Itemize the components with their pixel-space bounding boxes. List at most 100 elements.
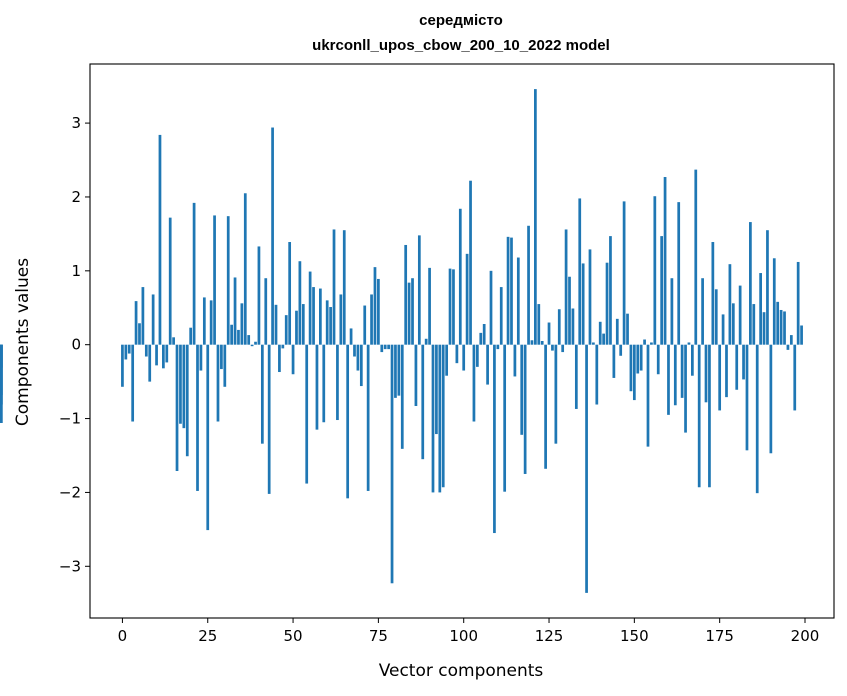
bar-116 bbox=[516, 257, 520, 345]
bar-78 bbox=[387, 344, 390, 350]
bar-15 bbox=[172, 337, 175, 345]
bar-33 bbox=[233, 277, 237, 345]
bar-123 bbox=[540, 341, 544, 345]
bar-173 bbox=[711, 242, 715, 345]
bar-196 bbox=[789, 335, 793, 345]
bar-36 bbox=[243, 193, 247, 345]
bar-131 bbox=[568, 276, 571, 345]
bar-120 bbox=[530, 340, 534, 345]
y-axis-ticks: −3 −2 −1 0 1 2 3 bbox=[59, 114, 90, 575]
x-tick-label-25: 25 bbox=[198, 627, 217, 645]
bar-155 bbox=[650, 342, 653, 345]
bar-180 bbox=[735, 344, 739, 390]
bar-165 bbox=[684, 344, 687, 433]
bar-148 bbox=[626, 313, 629, 345]
bar-133 bbox=[574, 344, 578, 409]
bar-108 bbox=[489, 270, 493, 345]
bar-24 bbox=[202, 297, 206, 345]
bar-176 bbox=[721, 314, 725, 345]
bar-19 bbox=[185, 344, 189, 457]
bar-28 bbox=[216, 344, 220, 422]
bar-106 bbox=[482, 324, 486, 345]
bar-49 bbox=[288, 242, 292, 345]
bar-151 bbox=[636, 344, 640, 374]
bar-181 bbox=[738, 285, 742, 345]
bar-188 bbox=[762, 312, 766, 345]
bar-152 bbox=[639, 344, 643, 371]
bar-5 bbox=[138, 323, 141, 345]
bar-183 bbox=[745, 344, 749, 451]
bar-14 bbox=[168, 217, 172, 345]
bar-45 bbox=[274, 304, 278, 345]
bar-89 bbox=[424, 338, 428, 345]
bar-43 bbox=[267, 344, 271, 494]
bar-184 bbox=[749, 222, 752, 345]
bar-157 bbox=[656, 344, 660, 375]
y-tick-label--2: −2 bbox=[59, 483, 81, 501]
x-tick-label-0: 0 bbox=[118, 627, 128, 645]
bar-175 bbox=[718, 344, 722, 411]
bar-38 bbox=[250, 344, 254, 347]
x-tick-label-150: 150 bbox=[620, 627, 649, 645]
bar-30 bbox=[223, 344, 227, 387]
bar-39 bbox=[254, 341, 257, 345]
bar-186 bbox=[755, 344, 759, 494]
bar-92 bbox=[435, 344, 438, 435]
bar-81 bbox=[397, 344, 401, 396]
bar-23 bbox=[199, 344, 203, 371]
bar-138 bbox=[592, 342, 595, 345]
bar-55 bbox=[308, 271, 312, 345]
bar-16 bbox=[175, 344, 179, 471]
bar-57 bbox=[315, 344, 319, 430]
bar-85 bbox=[411, 278, 414, 345]
bar-22 bbox=[196, 344, 199, 491]
bar-63 bbox=[336, 344, 339, 421]
bar-147 bbox=[622, 201, 626, 345]
bar-54 bbox=[305, 344, 309, 484]
bar-47 bbox=[281, 344, 285, 349]
bar-73 bbox=[370, 294, 373, 345]
bar-90 bbox=[428, 267, 431, 345]
bar-137 bbox=[588, 249, 592, 345]
bar-99 bbox=[458, 208, 462, 345]
bar-136 bbox=[585, 344, 588, 593]
bar-0 bbox=[121, 344, 124, 387]
bar-93 bbox=[438, 344, 442, 493]
bar-undefined bbox=[0, 344, 3, 423]
bar-1 bbox=[124, 344, 128, 360]
bar-64 bbox=[339, 294, 343, 345]
bar-7 bbox=[144, 344, 148, 357]
bar-110 bbox=[496, 344, 500, 350]
bar-69 bbox=[356, 344, 360, 371]
bar-174 bbox=[714, 289, 718, 345]
bar-72 bbox=[366, 344, 370, 491]
bar-193 bbox=[779, 309, 783, 345]
bar-68 bbox=[353, 344, 356, 357]
bar-145 bbox=[615, 318, 619, 345]
bar-101 bbox=[465, 253, 469, 345]
bar-65 bbox=[342, 230, 346, 345]
bar-105 bbox=[479, 332, 483, 345]
bar-96 bbox=[448, 268, 452, 345]
bar-127 bbox=[554, 344, 558, 444]
bar-17 bbox=[179, 344, 182, 424]
bar-198 bbox=[796, 261, 800, 345]
bar-197 bbox=[793, 344, 797, 411]
x-axis-ticks: 0 25 50 75 100 125 150 175 200 bbox=[118, 618, 819, 645]
bar-192 bbox=[776, 301, 780, 345]
chart-subtitle: ukrconll_upos_cbow_200_10_2022 model bbox=[312, 37, 610, 54]
bar-128 bbox=[557, 309, 561, 345]
bar-134 bbox=[578, 198, 582, 345]
bar-150 bbox=[632, 344, 636, 401]
bar-75 bbox=[377, 278, 380, 345]
bar-172 bbox=[708, 344, 711, 488]
bar-125 bbox=[547, 322, 551, 345]
bar-194 bbox=[783, 311, 786, 345]
bar-44 bbox=[271, 127, 274, 345]
bar-25 bbox=[206, 344, 210, 531]
bar-130 bbox=[564, 229, 568, 345]
bar-149 bbox=[629, 344, 633, 392]
bar-13 bbox=[165, 344, 169, 363]
chart-title: середмісто bbox=[419, 12, 503, 29]
bar-111 bbox=[499, 287, 503, 345]
